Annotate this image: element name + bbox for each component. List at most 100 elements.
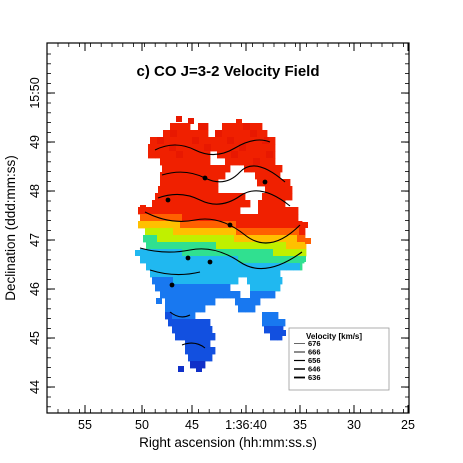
legend-title: Velocity [km/s]: [306, 332, 362, 341]
map-pixel: [257, 221, 265, 229]
x-axis-label: Right ascension (hh:mm:ss.s): [139, 435, 317, 450]
map-pixel: [229, 221, 237, 229]
map-pixel: [248, 235, 256, 243]
map-pixel: [173, 207, 181, 215]
map-pixel: [155, 193, 163, 201]
map-pixel: [243, 228, 251, 236]
map-pixel: [264, 228, 272, 236]
map-pixel: [255, 270, 263, 278]
contour-peak: [165, 197, 171, 203]
map-pixel: [161, 214, 169, 222]
map-pixel: [243, 123, 251, 131]
map-pixel: [210, 256, 218, 264]
map-pixel: [279, 165, 283, 173]
map-pixel: [190, 284, 198, 292]
map-pixel: [196, 256, 204, 264]
map-pixel: [183, 284, 191, 292]
map-pixel: [276, 172, 281, 180]
x-tick-label: 55: [78, 418, 92, 432]
map-pixel: [258, 165, 266, 173]
map-pixel: [173, 277, 181, 285]
map-pixel: [198, 123, 206, 131]
map-pixel: [178, 366, 184, 372]
map-pixel: [235, 298, 243, 306]
map-pixel: [249, 298, 257, 306]
map-pixel: [181, 172, 189, 180]
map-pixel: [273, 214, 281, 222]
map-pixel: [185, 235, 193, 243]
map-pixel: [179, 305, 187, 313]
map-pixel: [271, 221, 279, 229]
map-pixel: [218, 193, 226, 201]
y-tick-label: 45: [28, 331, 42, 345]
map-pixel: [243, 221, 251, 229]
map-pixel: [159, 277, 167, 285]
map-pixel: [269, 319, 277, 327]
map-pixel: [220, 235, 228, 243]
map-pixel: [280, 256, 288, 264]
map-pixel: [231, 249, 239, 257]
map-pixel: [204, 165, 212, 173]
map-pixel: [172, 186, 180, 194]
map-pixel: [180, 277, 188, 285]
map-pixel: [258, 200, 266, 208]
map-pixel: [225, 165, 231, 173]
map-pixel: [153, 263, 161, 271]
map-pixel: [190, 151, 198, 159]
map-pixel: [145, 207, 153, 215]
map-pixel: [162, 284, 170, 292]
contour-line: [154, 139, 271, 156]
map-pixel: [279, 200, 286, 208]
map-pixel: [176, 165, 184, 173]
map-pixel: [160, 263, 168, 271]
map-pixel: [206, 235, 214, 243]
map-pixel: [222, 221, 230, 229]
map-pixel: [269, 193, 277, 201]
map-pixel: [195, 158, 203, 166]
map-pixel: [196, 214, 204, 222]
map-pixel: [258, 136, 264, 142]
map-pixel: [202, 263, 210, 271]
map-pixel: [177, 130, 185, 138]
map-pixel: [203, 256, 211, 264]
map-pixel: [262, 270, 270, 278]
map-pixel: [175, 333, 183, 341]
map-pixel: [175, 214, 183, 222]
map-pixel: [222, 200, 230, 208]
map-pixel: [199, 270, 207, 278]
map-pixel: [182, 249, 190, 257]
chart-title: c) CO J=3-2 Velocity Field: [137, 63, 320, 80]
map-pixel: [152, 228, 160, 236]
map-pixel: [292, 228, 300, 236]
map-pixel: [140, 205, 146, 211]
map-pixel: [181, 158, 189, 166]
map-pixel: [209, 172, 217, 180]
map-pixel: [255, 235, 263, 243]
map-pixel: [160, 291, 168, 299]
map-pixel: [209, 179, 217, 187]
map-pixel: [215, 228, 223, 236]
map-pixel: [143, 235, 151, 243]
map-pixel: [252, 151, 260, 159]
map-pixel: [195, 242, 203, 250]
map-pixel: [244, 263, 252, 271]
map-pixel: [207, 298, 215, 306]
map-pixel: [239, 144, 247, 152]
map-pixel: [236, 119, 242, 125]
map-pixel: [148, 144, 156, 152]
map-pixel: [207, 326, 213, 334]
map-pixel: [276, 193, 284, 201]
map-pixel: [150, 270, 158, 278]
map-pixel: [236, 221, 244, 229]
map-pixel: [299, 228, 306, 236]
map-pixel: [275, 277, 283, 285]
contour-peak: [227, 222, 233, 228]
map-pixel: [187, 207, 195, 215]
map-pixel: [244, 242, 252, 250]
map-pixel: [264, 221, 272, 229]
map-pixel: [241, 137, 249, 145]
map-pixel: [256, 298, 261, 306]
map-pixel: [185, 347, 193, 355]
map-pixel: [188, 179, 196, 187]
map-pixel: [189, 256, 197, 264]
